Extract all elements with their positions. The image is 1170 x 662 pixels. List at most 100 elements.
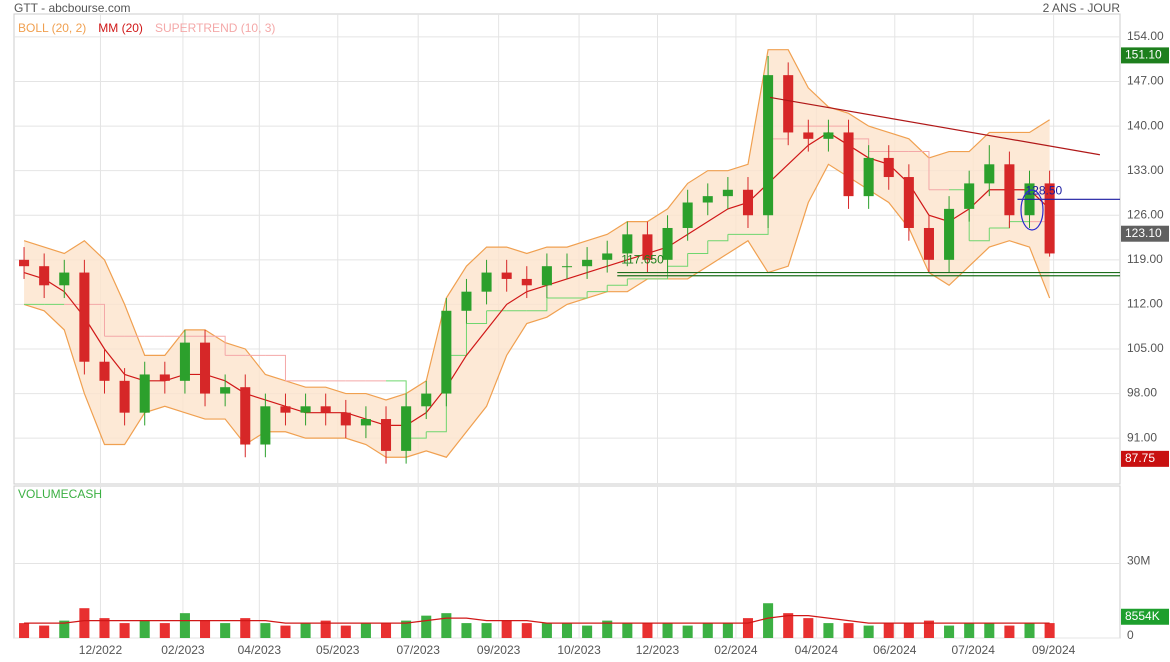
volume-marker-box (1121, 608, 1169, 625)
supertrend-segment (707, 234, 729, 242)
volume-bar (421, 615, 432, 638)
candle-body (240, 387, 251, 445)
candle-body (320, 406, 331, 413)
volume-bar (220, 623, 231, 638)
candle-body (1004, 164, 1015, 216)
x-tick-label: 09/2023 (477, 643, 521, 657)
candle-body (903, 177, 914, 228)
volume-bar (803, 618, 814, 638)
drawn-line (769, 96, 1100, 156)
volume-bar (481, 623, 492, 638)
candle-body (582, 259, 593, 267)
y-tick-label: 112.00 (1127, 297, 1163, 311)
volume-tick-label: 0 (1127, 628, 1134, 642)
candle-body (401, 406, 412, 451)
price-marker-box (1121, 225, 1169, 242)
candle-body (984, 164, 995, 184)
candle-body (964, 183, 975, 209)
candle-body (682, 202, 693, 228)
candle-body (1044, 183, 1055, 254)
candle-body (481, 272, 492, 292)
supertrend-segment (607, 278, 628, 286)
candle-body (99, 361, 110, 381)
volume-bar (300, 623, 311, 638)
moving-average (23, 131, 1051, 427)
x-tick-label: 04/2023 (238, 643, 282, 657)
supertrend-segment (567, 291, 588, 299)
volume-bar (280, 625, 291, 638)
volume-bar (139, 620, 150, 638)
candle-body (622, 234, 633, 254)
volume-bar (582, 625, 593, 638)
volume-bar (19, 623, 30, 638)
y-tick-label: 91.00 (1127, 430, 1157, 444)
volume-bar (320, 620, 331, 638)
candle-body (441, 310, 452, 394)
volume-bar (702, 623, 713, 638)
volume-bar (944, 625, 955, 638)
candle-body (783, 75, 794, 133)
candle-body (260, 406, 271, 445)
volume-bar (240, 618, 251, 638)
bollinger-fill (24, 49, 1050, 458)
candle-body (119, 380, 130, 413)
candle-body (642, 234, 653, 260)
candle-body (521, 278, 532, 286)
x-tick-label: 09/2024 (1032, 643, 1076, 657)
volume-bar (1024, 623, 1035, 638)
candle-body (602, 253, 613, 260)
volume-bar (179, 613, 190, 638)
x-tick-label: 10/2023 (557, 643, 601, 657)
bollinger-upper (23, 49, 1050, 401)
supertrend-segment (587, 285, 608, 293)
supertrend-segment (526, 298, 548, 312)
x-tick-label: 05/2023 (316, 643, 360, 657)
volume-bar (722, 623, 733, 638)
candle-body (300, 406, 311, 413)
candle-body (340, 412, 351, 426)
supertrend-segment (84, 303, 105, 337)
candle-body (79, 272, 90, 362)
y-tick-label: 98.00 (1127, 386, 1157, 400)
candle-body (823, 132, 834, 139)
candle-body (59, 272, 70, 286)
volume-bar (923, 620, 934, 638)
volume-marker-label: 8554K (1125, 609, 1160, 623)
candle-body (39, 266, 50, 286)
candle-body (461, 291, 472, 311)
x-tick-label: 02/2023 (161, 643, 205, 657)
candle-body (380, 419, 392, 451)
y-tick-label: 105.00 (1127, 341, 1164, 355)
supertrend-segment (667, 253, 689, 267)
supertrend-segment (265, 354, 286, 381)
candle-body (19, 259, 30, 267)
volume-bar (119, 623, 130, 638)
candle-body (722, 189, 733, 197)
volume-bar (883, 623, 894, 638)
volume-bar (200, 620, 211, 638)
legend-entry: SUPERTREND (10, 3) (155, 21, 275, 35)
supertrend-segment (687, 240, 709, 254)
volume-bar (401, 620, 412, 638)
candle-body (139, 374, 150, 413)
volume-bar (521, 623, 532, 638)
volume-bar (662, 623, 673, 638)
supertrend-segment (205, 335, 226, 356)
volume-bar (1004, 625, 1015, 638)
price-marker-label: 87.75 (1125, 451, 1155, 465)
y-tick-label: 119.00 (1127, 252, 1163, 266)
volume-legend: VOLUMECASH (18, 487, 102, 501)
price-frame (13, 13, 1121, 485)
price-marker-label: 151.10 (1125, 48, 1162, 62)
volume-bar (843, 623, 854, 638)
volume-bar (360, 623, 371, 638)
candle-body (501, 272, 512, 279)
price-marker-label: 123.10 (1125, 226, 1162, 240)
candle-body (944, 208, 955, 260)
candle-body (561, 266, 573, 268)
volume-bar (863, 625, 874, 638)
bollinger-lower (23, 163, 1051, 458)
y-tick-label: 126.00 (1127, 207, 1164, 221)
volume-bar (441, 613, 452, 638)
